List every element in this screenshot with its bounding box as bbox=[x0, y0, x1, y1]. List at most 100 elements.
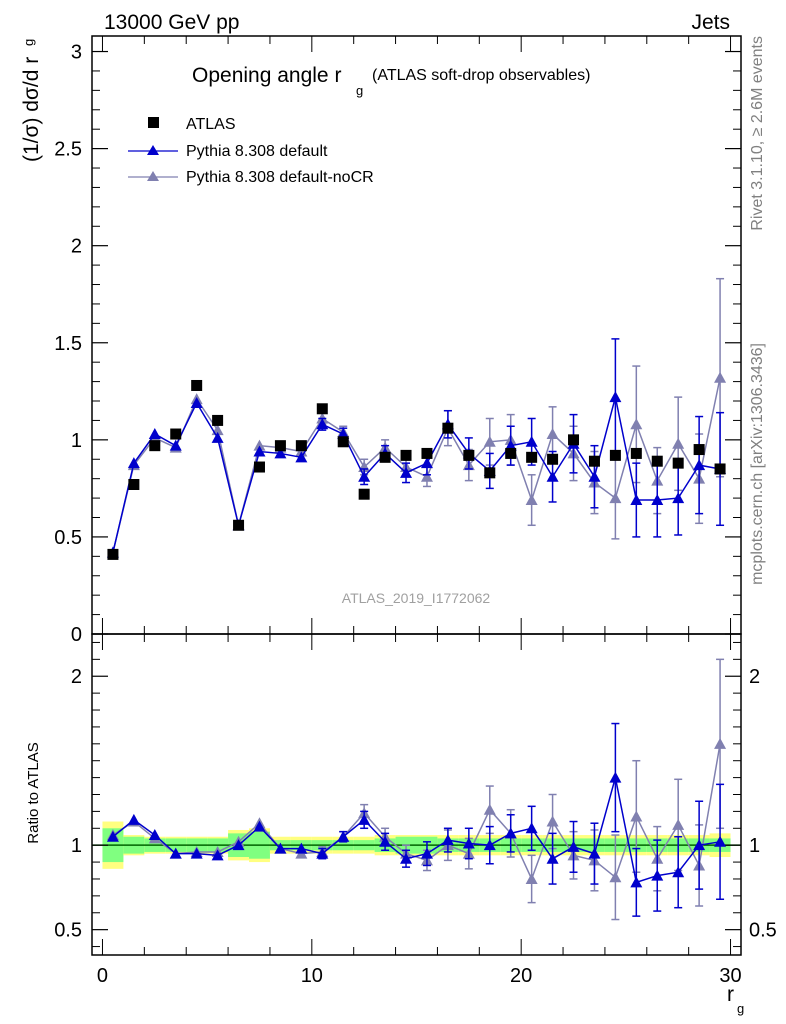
main-point-default bbox=[253, 445, 266, 457]
main-point-atlas bbox=[547, 453, 559, 465]
main-point-atlas bbox=[212, 414, 224, 426]
main-point-default bbox=[400, 466, 413, 478]
chart-title: Opening angle r g (ATLAS soft-drop obser… bbox=[192, 64, 590, 98]
ratio-ytick-label: 2 bbox=[71, 666, 82, 688]
main-point-default bbox=[693, 459, 706, 471]
ratio-point-default bbox=[379, 835, 392, 847]
main-point-default bbox=[630, 494, 643, 506]
ratio-point-default bbox=[358, 813, 371, 825]
rivet-version-label: Rivet 3.1.10, ≥ 2.6M events bbox=[749, 36, 766, 231]
ratio-point-default bbox=[462, 837, 475, 849]
main-ytick-label: 2.5 bbox=[54, 139, 82, 161]
ratio-point-default bbox=[651, 869, 664, 881]
main-point-atlas bbox=[191, 379, 203, 391]
ratio-point-default bbox=[420, 847, 433, 859]
main-point-default bbox=[672, 492, 685, 504]
main-point-atlas bbox=[233, 519, 245, 531]
main-point-atlas bbox=[484, 467, 496, 479]
ratio-ytick-label-right: 0.5 bbox=[749, 920, 777, 942]
main-point-atlas bbox=[630, 447, 642, 459]
main-point-default bbox=[525, 435, 538, 447]
analysis-id: ATLAS_2019_I1772062 bbox=[342, 590, 491, 606]
ratio-point-default bbox=[546, 852, 559, 864]
title-extra: (ATLAS soft-drop observables) bbox=[372, 67, 590, 84]
legend-marker-atlas bbox=[148, 117, 159, 128]
main-point-nocr bbox=[253, 439, 266, 451]
ratio-point-nocr bbox=[546, 815, 559, 827]
ratio-point-nocr bbox=[525, 872, 538, 884]
main-point-atlas bbox=[609, 449, 621, 461]
ratio-point-nocr bbox=[714, 737, 727, 749]
ratio-xtick-label: 20 bbox=[510, 965, 532, 987]
legend: ATLAS Pythia 8.308 default Pythia 8.308 … bbox=[128, 116, 374, 186]
main-point-atlas bbox=[714, 463, 726, 475]
main-point-atlas bbox=[505, 447, 517, 459]
main-point-nocr bbox=[609, 492, 622, 504]
main-point-default bbox=[190, 396, 203, 408]
main-point-nocr bbox=[714, 371, 727, 383]
main-point-default bbox=[316, 418, 329, 430]
ratio-ytick-label: 0.5 bbox=[54, 920, 82, 942]
main-point-atlas bbox=[693, 444, 705, 456]
ratio-point-default bbox=[441, 834, 454, 846]
main-point-default bbox=[274, 447, 287, 459]
ratio-point-default bbox=[483, 839, 496, 851]
header-process: Jets bbox=[691, 11, 730, 34]
main-ytick-label: 1 bbox=[71, 430, 82, 452]
ratio-series bbox=[106, 658, 727, 921]
main-point-atlas bbox=[463, 449, 475, 461]
main-point-default bbox=[358, 470, 371, 482]
x-axis-label-sub: g bbox=[737, 1001, 744, 1016]
main-point-default bbox=[127, 457, 140, 469]
ratio-point-default bbox=[274, 842, 287, 854]
ratio-frame bbox=[91, 633, 742, 956]
main-point-atlas bbox=[400, 449, 412, 461]
main-point-atlas bbox=[253, 461, 265, 473]
header-energy: 13000 GeV pp bbox=[104, 11, 239, 34]
ratio-point-default bbox=[232, 839, 245, 851]
main-point-default bbox=[420, 457, 433, 469]
ratio-xtick-label: 30 bbox=[719, 965, 741, 987]
main-point-default bbox=[169, 439, 182, 451]
y-axis-label: (1/σ) dσ/d r g bbox=[20, 39, 43, 162]
main-point-default bbox=[651, 494, 664, 506]
ratio-point-default bbox=[316, 847, 329, 859]
ratio-point-default bbox=[127, 813, 140, 825]
ratio-line-default bbox=[112, 777, 721, 884]
ratio-ytick-label-right: 1 bbox=[749, 835, 760, 857]
title-subscript: g bbox=[356, 83, 363, 98]
main-point-nocr bbox=[630, 418, 643, 430]
ratio-point-default bbox=[211, 849, 224, 861]
main-point-atlas bbox=[274, 440, 286, 452]
y-axis-label-main: (1/σ) dσ/d r bbox=[20, 57, 43, 162]
main-point-nocr bbox=[525, 494, 538, 506]
main-point-atlas bbox=[337, 436, 349, 448]
ratio-line-nocr bbox=[112, 743, 721, 881]
ratio-point-default bbox=[672, 866, 685, 878]
main-point-default bbox=[211, 431, 224, 443]
ratio-point-default bbox=[567, 840, 580, 852]
main-point-default bbox=[337, 428, 350, 440]
ratio-point-default bbox=[714, 835, 727, 847]
ratio-point-default bbox=[148, 829, 161, 841]
main-point-atlas bbox=[358, 488, 370, 500]
main-point-atlas bbox=[107, 548, 119, 560]
main-axes: 0 0.5 1 1.5 2 2.5 3 bbox=[54, 36, 741, 646]
main-line-default bbox=[112, 396, 721, 553]
main-point-atlas bbox=[568, 434, 580, 446]
main-point-atlas bbox=[588, 455, 600, 467]
main-point-atlas bbox=[149, 440, 161, 452]
main-ytick-label: 2 bbox=[71, 236, 82, 258]
ratio-point-default bbox=[609, 771, 622, 783]
ratio-point-default bbox=[400, 852, 413, 864]
legend-label-nocr: Pythia 8.308 default-noCR bbox=[186, 169, 374, 186]
main-point-default bbox=[546, 470, 559, 482]
ratio-point-default bbox=[630, 876, 643, 888]
ratio-point-default bbox=[337, 830, 350, 842]
ratio-point-default bbox=[693, 839, 706, 851]
main-point-default bbox=[588, 470, 601, 482]
legend-label-atlas: ATLAS bbox=[186, 116, 236, 133]
legend-label-default: Pythia 8.308 default bbox=[186, 143, 328, 160]
ratio-ytick-label: 1 bbox=[71, 835, 82, 857]
